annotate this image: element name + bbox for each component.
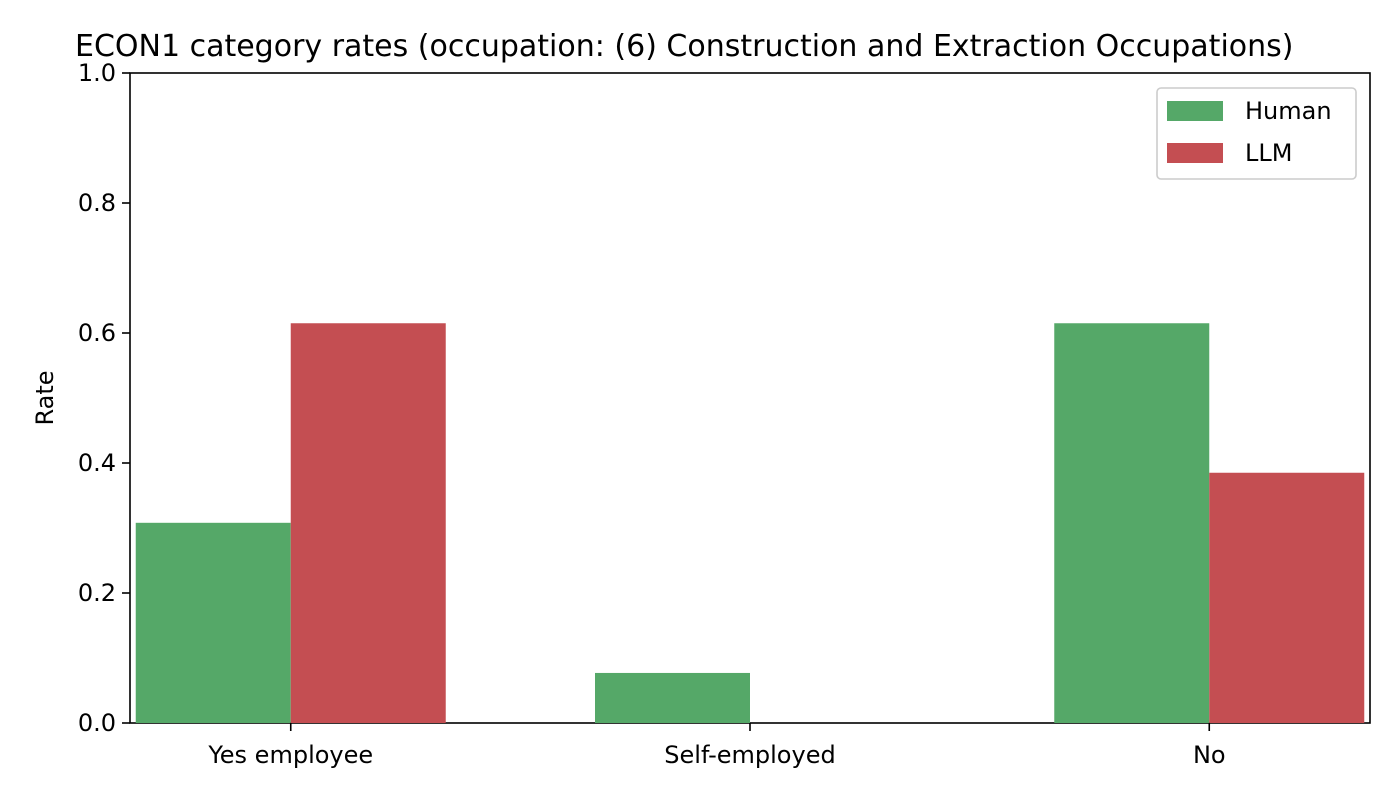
chart-title: ECON1 category rates (occupation: (6) Co… <box>75 29 1294 64</box>
y-tick-label: 0.2 <box>78 579 116 607</box>
legend-swatch-human <box>1167 101 1223 121</box>
y-tick-label: 1.0 <box>78 59 116 87</box>
bar-human-no <box>1054 323 1210 723</box>
x-axis-ticks: Yes employee Self-employed No <box>207 723 1226 769</box>
bar-llm-no <box>1209 472 1365 723</box>
y-tick-label: 0.4 <box>78 449 116 477</box>
y-axis-ticks: 0.0 0.2 0.4 0.6 0.8 1.0 <box>78 59 130 737</box>
y-tick-label: 0.6 <box>78 319 116 347</box>
y-tick-label: 0.8 <box>78 189 116 217</box>
y-axis-label: Rate <box>31 370 59 425</box>
bar-human-self-employed <box>595 672 750 723</box>
x-tick-label: Yes employee <box>207 741 373 769</box>
x-tick-label: Self-employed <box>664 741 835 769</box>
legend-label-human: Human <box>1245 97 1332 125</box>
x-tick-label: No <box>1193 741 1226 769</box>
legend-swatch-llm <box>1167 143 1223 163</box>
bar-human-yes-employee <box>135 522 291 723</box>
y-tick-label: 0.0 <box>78 709 116 737</box>
bars-group <box>135 323 1365 723</box>
legend-label-llm: LLM <box>1245 139 1292 167</box>
plot-area: 0.0 0.2 0.4 0.6 0.8 1.0 Yes employee Self-empl… <box>78 59 1371 769</box>
legend: Human LLM <box>1156 87 1357 180</box>
bar-llm-yes-employee <box>290 323 446 723</box>
